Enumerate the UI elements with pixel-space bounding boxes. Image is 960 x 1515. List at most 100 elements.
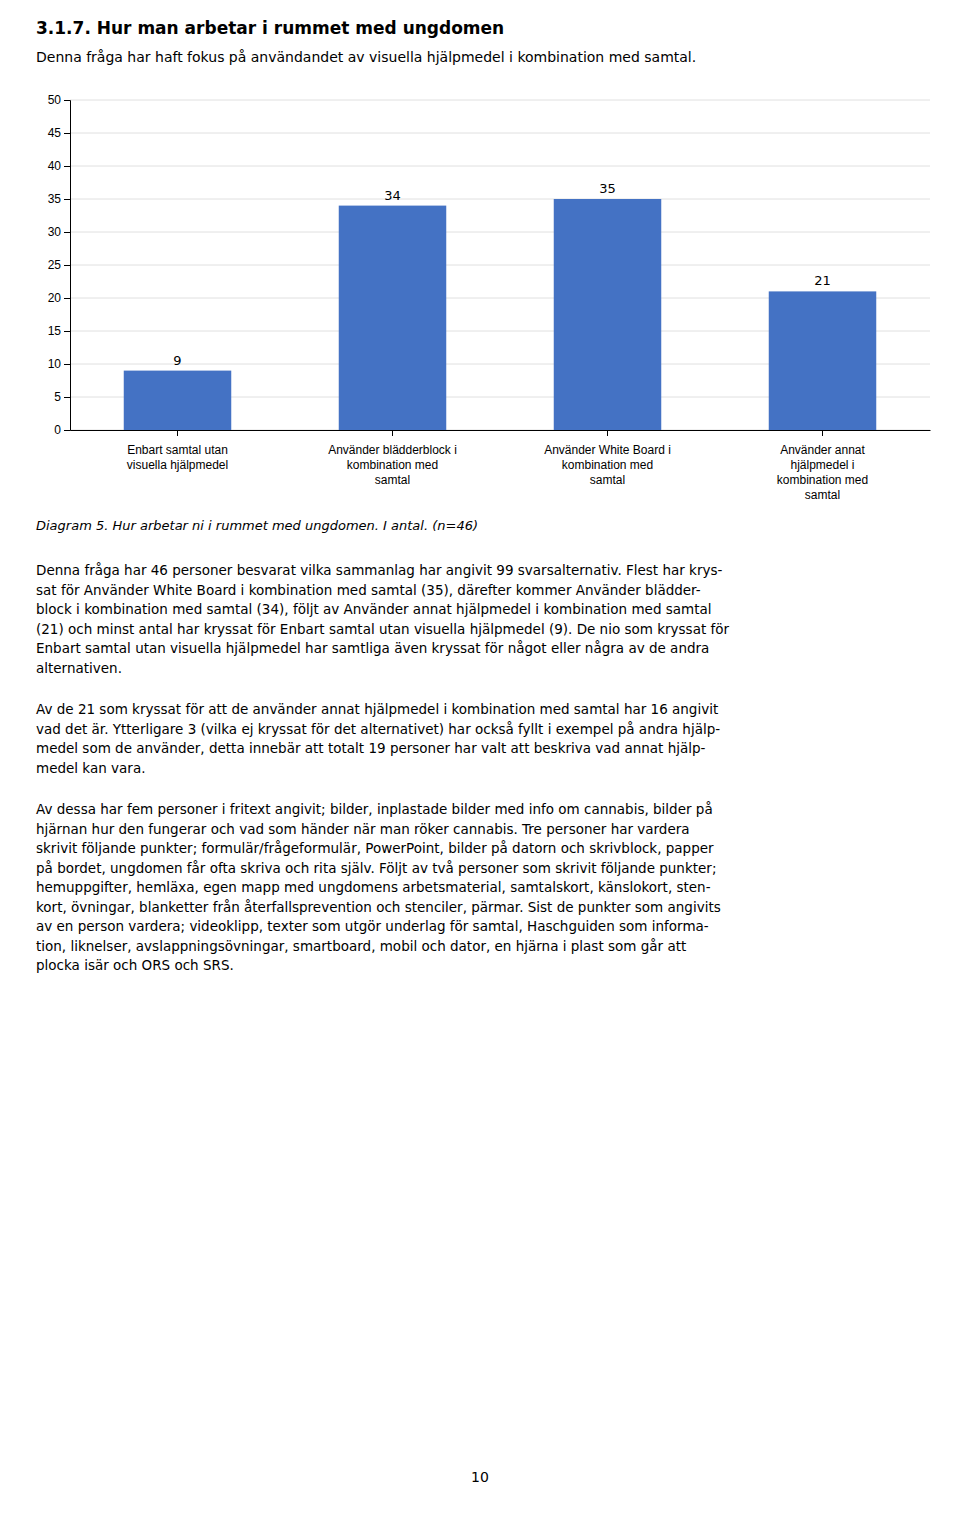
tick: 30 — [48, 225, 70, 239]
chart: 0 5 10 15 20 25 30 35 40 45 50 Enbart samtal utanvi… — [48, 93, 931, 502]
tick-mark — [392, 430, 393, 436]
tick-label: 50 — [48, 93, 62, 107]
tick-label-line: kombination med — [562, 458, 653, 472]
tick: 15 — [48, 324, 70, 338]
grid-line — [70, 199, 930, 200]
tick-label: 10 — [48, 357, 62, 371]
tick: Använder annathjälpmedel ikombination me… — [777, 430, 868, 502]
tick-label: 15 — [48, 324, 62, 338]
tick-label-line: hjälpmedel i — [790, 458, 854, 472]
chart-title: Diagram 5. Hur arbetar ni i rummet med u… — [36, 518, 478, 533]
tick-label: Använder annathjälpmedel ikombination me… — [777, 443, 868, 502]
tick-mark — [64, 430, 70, 431]
tick-mark — [64, 364, 70, 365]
paragraph-line: alternativen. — [36, 660, 122, 676]
tick-label-line: samtal — [805, 488, 840, 502]
data-label: 9 — [173, 353, 181, 368]
grid — [70, 100, 930, 430]
paragraph-line: medel som de använder, detta innebär att… — [36, 740, 706, 756]
paragraph-line: på bordet, ungdomen får ofta skriva och … — [36, 860, 716, 876]
tick: 45 — [48, 126, 70, 140]
paragraph-line: tion, liknelser, avslappningsövningar, s… — [36, 938, 686, 954]
grid-line — [70, 133, 930, 134]
tick: Använder blädderblock ikombination medsa… — [328, 430, 457, 487]
data-label: 34 — [384, 188, 401, 203]
tick-label: 45 — [48, 126, 62, 140]
tick-label-line: Använder annat — [780, 443, 865, 457]
paragraph: Av dessa har fem personer i fritext angi… — [36, 801, 721, 973]
paragraph-line: medel kan vara. — [36, 760, 145, 776]
tick-mark — [64, 331, 70, 332]
tick-mark — [64, 133, 70, 134]
bar — [769, 291, 877, 430]
paragraph-line: Av de 21 som kryssat för att de använder… — [36, 701, 718, 717]
tick-label: Använder White Board ikombination medsam… — [544, 443, 671, 487]
tick-label: 0 — [54, 423, 61, 437]
tick: Enbart samtal utanvisuella hjälpmedel — [127, 430, 228, 472]
tick-mark — [64, 265, 70, 266]
x-axis: Enbart samtal utanvisuella hjälpmedel Anv… — [71, 430, 931, 502]
tick-mark — [64, 100, 70, 101]
grid-line — [70, 232, 930, 233]
paragraph-line: sat för Använder White Board i kombinati… — [36, 582, 701, 598]
paragraph-line: Denna fråga har 46 personer besvarat vil… — [36, 562, 723, 578]
tick: 0 — [54, 423, 70, 437]
bar — [554, 199, 662, 430]
axis-domain — [71, 430, 931, 431]
bars — [124, 199, 877, 430]
section-title: 3.1.7. Hur man arbetar i rummet med ungd… — [36, 18, 504, 38]
page: 3.1.7. Hur man arbetar i rummet med ungd… — [0, 0, 960, 1515]
tick-label-line: visuella hjälpmedel — [127, 458, 228, 472]
tick-label-line: kombination med — [777, 473, 868, 487]
tick-label: 30 — [48, 225, 62, 239]
paragraph-line: (21) och minst antal har kryssat för Enb… — [36, 621, 730, 637]
paragraph: Denna fråga har 46 personer besvarat vil… — [36, 562, 730, 676]
tick-label: 35 — [48, 192, 62, 206]
data-label: 35 — [599, 181, 616, 196]
grid-line — [70, 166, 930, 167]
paragraph-line: vad det är. Ytterligare 3 (vilka ej krys… — [36, 721, 720, 737]
tick-label: 40 — [48, 159, 62, 173]
tick-label-line: Använder blädderblock i — [328, 443, 457, 457]
data-labels: 9 34 35 21 — [173, 181, 830, 368]
tick: 25 — [48, 258, 70, 272]
tick-mark — [822, 430, 823, 436]
paragraph-line: hemuppgifter, hemläxa, egen mapp med ung… — [36, 879, 711, 895]
paragraph: Av de 21 som kryssat för att de använder… — [36, 701, 720, 776]
tick-label: Enbart samtal utanvisuella hjälpmedel — [127, 443, 228, 472]
bar — [339, 206, 447, 430]
tick: 20 — [48, 291, 70, 305]
grid-line — [70, 100, 930, 101]
tick-label: Använder blädderblock ikombination medsa… — [328, 443, 457, 487]
tick-mark — [64, 199, 70, 200]
bar — [124, 371, 232, 430]
tick-label-line: Enbart samtal utan — [127, 443, 228, 457]
tick: 35 — [48, 192, 70, 206]
intro-text: Denna fråga har haft fokus på användande… — [36, 49, 696, 65]
tick-label-line: samtal — [375, 473, 410, 487]
paragraph-line: Enbart samtal utan visuella hjälpmedel h… — [36, 640, 709, 656]
tick-label: 20 — [48, 291, 62, 305]
tick-label: 5 — [54, 390, 61, 404]
paragraph-line: Av dessa har fem personer i fritext angi… — [36, 801, 713, 817]
tick-mark — [607, 430, 608, 436]
tick: 40 — [48, 159, 70, 173]
tick-mark — [177, 430, 178, 436]
axis-domain — [64, 101, 71, 431]
paragraph-line: av en person vardera; videoklipp, texter… — [36, 918, 709, 934]
tick-mark — [64, 232, 70, 233]
tick: 50 — [48, 93, 70, 107]
paragraph-line: plocka isär och ORS och SRS. — [36, 957, 234, 973]
data-label: 21 — [814, 273, 831, 288]
grid-line — [70, 265, 930, 266]
y-axis: 0 5 10 15 20 25 30 35 40 45 50 — [48, 93, 71, 437]
paragraph-line: skrivit följande punkter; formulär/fråge… — [36, 840, 714, 856]
tick-label: 25 — [48, 258, 62, 272]
paragraph-line: hjärnan hur den fungerar och vad som hän… — [36, 821, 690, 837]
paragraph-line: kort, övningar, blanketter från återfall… — [36, 899, 721, 915]
tick-mark — [64, 397, 70, 398]
tick: Använder White Board ikombination medsam… — [544, 430, 671, 487]
tick: 5 — [54, 390, 70, 404]
tick-mark — [64, 166, 70, 167]
tick-mark — [64, 298, 70, 299]
